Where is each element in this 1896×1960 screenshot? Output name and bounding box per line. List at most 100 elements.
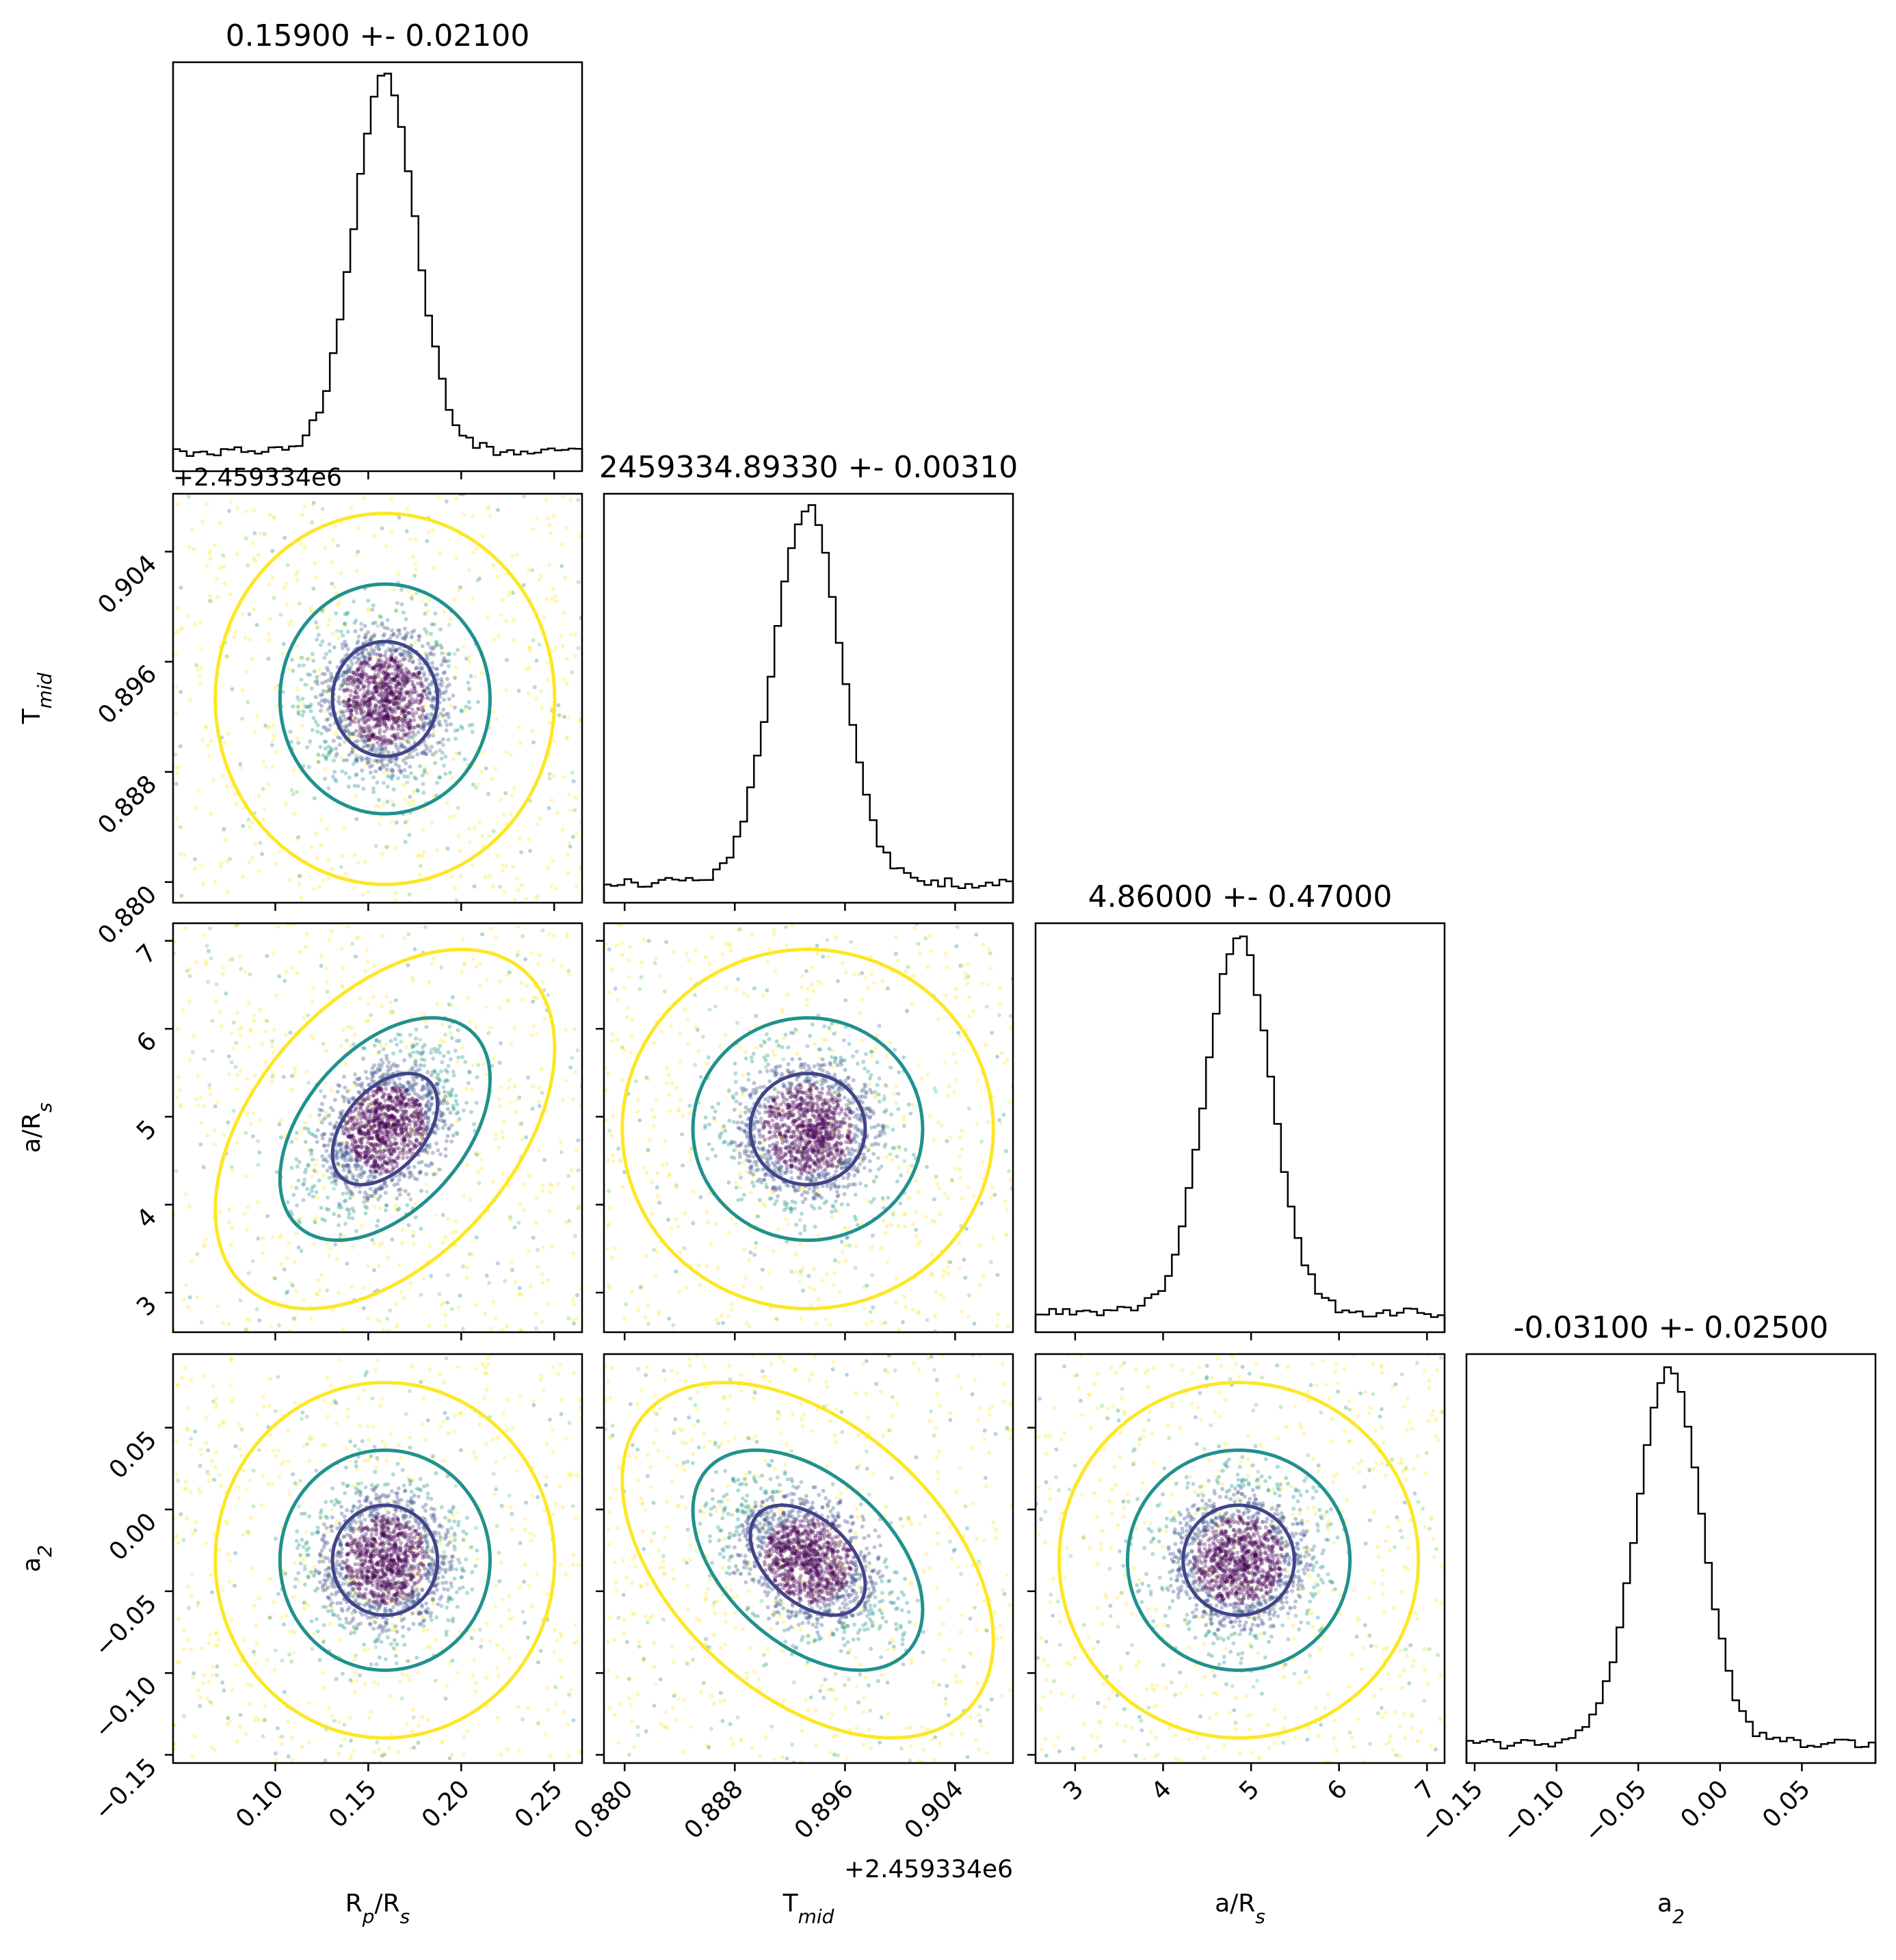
scatter-point <box>407 1175 412 1180</box>
scatter-point <box>667 1092 672 1097</box>
scatter-point <box>363 1155 367 1160</box>
scatter-point <box>358 724 363 729</box>
scatter-point <box>341 680 346 685</box>
scatter-point <box>531 995 536 1000</box>
scatter-point <box>427 749 432 754</box>
scatter-point <box>464 704 469 709</box>
scatter-point <box>399 1141 404 1146</box>
scatter-point <box>392 676 396 681</box>
scatter-point <box>374 1039 379 1044</box>
scatter-point <box>352 1122 357 1127</box>
scatter-point <box>382 1181 387 1186</box>
scatter-point <box>404 635 408 639</box>
scatter-point <box>674 1183 679 1188</box>
scatter-point <box>373 685 378 689</box>
scatter-point <box>222 966 226 970</box>
scatter-point <box>371 716 376 721</box>
scatter-point <box>352 679 356 684</box>
scatter-point <box>385 1316 390 1321</box>
scatter-point <box>208 1092 213 1096</box>
scatter-point <box>393 1108 398 1113</box>
scatter-point <box>302 1126 307 1130</box>
scatter-point <box>438 1044 443 1048</box>
scatter-point <box>944 993 949 998</box>
scatter-point <box>372 686 377 690</box>
scatter-point <box>448 1111 453 1115</box>
scatter-point <box>343 703 347 708</box>
scatter-point <box>375 1135 380 1140</box>
scatter-point <box>347 1134 352 1139</box>
scatter-point <box>327 1113 332 1117</box>
scatter-point <box>179 893 184 898</box>
scatter-point <box>395 647 399 652</box>
scatter-point <box>534 996 539 1001</box>
scatter-point <box>277 849 282 854</box>
scatter-point <box>393 890 397 895</box>
scatter-point <box>542 1016 547 1021</box>
scatter-point <box>406 653 410 658</box>
scatter-point <box>359 758 364 763</box>
scatter-point <box>400 719 405 724</box>
scatter-point <box>376 1114 380 1119</box>
scatter-point <box>383 675 388 680</box>
scatter-point <box>765 959 769 964</box>
scatter-point <box>334 1152 339 1157</box>
scatter-point <box>412 1115 417 1120</box>
scatter-point <box>373 665 378 669</box>
scatter-point <box>381 1105 386 1110</box>
scatter-point <box>258 840 263 845</box>
scatter-point <box>371 743 376 747</box>
scatter-point <box>395 1133 399 1137</box>
scatter-point <box>400 736 405 741</box>
scatter-point <box>738 1185 743 1190</box>
scatter-point <box>404 733 408 738</box>
scatter-point <box>371 1143 376 1147</box>
scatter-point <box>316 760 321 765</box>
scatter-point <box>415 853 420 858</box>
scatter-point <box>431 706 436 711</box>
scatter-point <box>542 615 547 619</box>
scatter-point <box>373 1107 378 1112</box>
scatter-point <box>897 1147 902 1152</box>
scatter-point <box>397 1076 401 1081</box>
scatter-point <box>646 1303 650 1308</box>
scatter-point <box>399 770 404 775</box>
scatter-point <box>367 730 371 735</box>
scatter-point <box>406 678 411 683</box>
scatter-point <box>319 817 324 822</box>
scatter-point <box>398 1187 403 1192</box>
scatter-point <box>382 739 387 744</box>
scatter-point <box>376 1086 381 1091</box>
scatter-point <box>199 863 204 868</box>
scatter-point <box>389 741 393 745</box>
scatter-point <box>691 1189 696 1194</box>
scatter-point <box>296 712 301 716</box>
scatter-point <box>441 1119 446 1124</box>
scatter-point <box>529 1033 534 1037</box>
scatter-point <box>508 1215 513 1219</box>
scatter-point <box>385 799 390 804</box>
scatter-point <box>1003 1199 1008 1204</box>
scatter-point <box>246 563 250 568</box>
scatter-point <box>932 1086 937 1091</box>
scatter-point <box>326 1195 330 1200</box>
scatter-point <box>981 1274 986 1279</box>
scatter-point <box>345 1187 350 1191</box>
scatter-point <box>437 1077 441 1082</box>
scatter-point <box>252 1013 256 1018</box>
scatter-point <box>413 568 418 572</box>
scatter-point <box>467 1070 472 1074</box>
scatter-point <box>429 1050 434 1055</box>
scatter-point <box>910 1163 914 1168</box>
scatter-point <box>449 1089 454 1094</box>
scatter-point <box>230 1226 235 1230</box>
scatter-point <box>454 665 459 670</box>
scatter-point <box>906 1169 910 1174</box>
scatter-point <box>392 1141 397 1145</box>
scatter-point <box>450 776 455 780</box>
scatter-point <box>394 1126 399 1131</box>
scatter-point <box>319 1272 324 1277</box>
scatter-point <box>291 1316 296 1321</box>
scatter-point <box>399 602 404 607</box>
scatter-point <box>341 1163 345 1168</box>
